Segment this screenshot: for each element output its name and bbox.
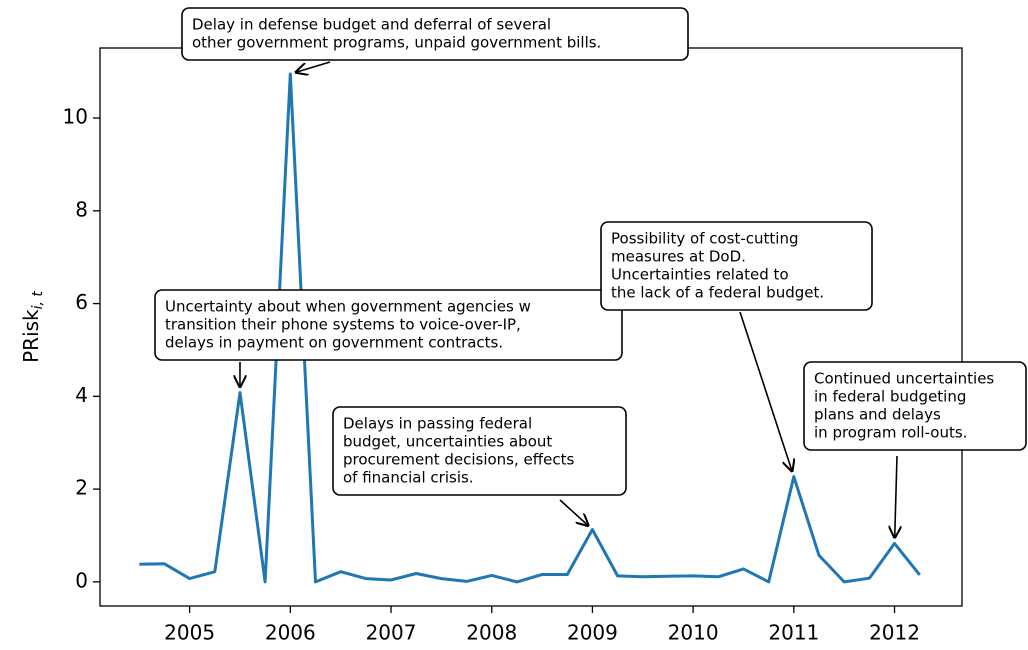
annotation-text: measures at DoD.: [611, 248, 746, 266]
annotation: Delay in defense budget and deferral of …: [181, 7, 689, 61]
annotation-arrow: [895, 455, 897, 537]
x-tick-label: 2011: [768, 621, 819, 645]
y-tick-label: 10: [63, 105, 88, 129]
x-tick-label: 2006: [265, 621, 316, 645]
x-tick-label: 2007: [366, 621, 417, 645]
y-tick-label: 2: [75, 476, 88, 500]
annotation: Uncertainty about when government agenci…: [154, 289, 623, 361]
y-tick-label: 4: [75, 383, 88, 407]
data-line: [139, 72, 921, 584]
y-tick-label: 6: [75, 290, 88, 314]
annotation-text: Uncertainty about when government agenci…: [165, 298, 531, 316]
y-label-sub: i, t: [30, 291, 46, 310]
y-label-main: PRisk: [19, 309, 43, 363]
annotation-text: procurement decisions, effects: [343, 451, 574, 469]
annotation-text: of financial crisis.: [343, 469, 474, 487]
annotation-text: other government programs, unpaid govern…: [192, 34, 601, 52]
annotation-text: Delay in defense budget and deferral of …: [192, 16, 551, 34]
annotation-text: in federal budgeting: [814, 388, 966, 406]
annotation-box: [181, 7, 689, 61]
annotation-text: plans and delays: [814, 406, 941, 424]
annotation-text: Possibility of cost-cutting: [611, 230, 799, 248]
annotation-text: Delays in passing federal: [343, 415, 532, 433]
annotation-text: Uncertainties related to: [611, 266, 789, 284]
annotation-arrow: [739, 311, 792, 471]
y-axis-label: PRiski, t: [19, 291, 47, 363]
y-tick-label: 0: [75, 568, 88, 592]
annotation-box: [803, 361, 1027, 451]
annotation-text: budget, uncertainties about: [343, 433, 552, 451]
annotation-arrow: [296, 61, 331, 72]
x-tick-label: 2009: [567, 621, 618, 645]
annotation-text: Continued uncertainties: [814, 370, 994, 388]
annotation-box: [600, 221, 873, 311]
annotation-text: delays in payment on government contract…: [165, 334, 503, 352]
annotation-box: [332, 406, 627, 496]
y-tick-label: 8: [75, 197, 88, 221]
x-tick-label: 2012: [869, 621, 920, 645]
annotation-text: transition their phone systems to voice-…: [165, 316, 521, 334]
annotation-box: [154, 289, 623, 361]
x-tick-label: 2010: [668, 621, 719, 645]
annotation-text: the lack of a federal budget.: [611, 284, 824, 302]
annotation-text: in program roll-outs.: [814, 424, 967, 442]
x-tick-label: 2008: [466, 621, 517, 645]
annotation-arrow: [559, 499, 588, 525]
x-tick-label: 2005: [164, 621, 215, 645]
